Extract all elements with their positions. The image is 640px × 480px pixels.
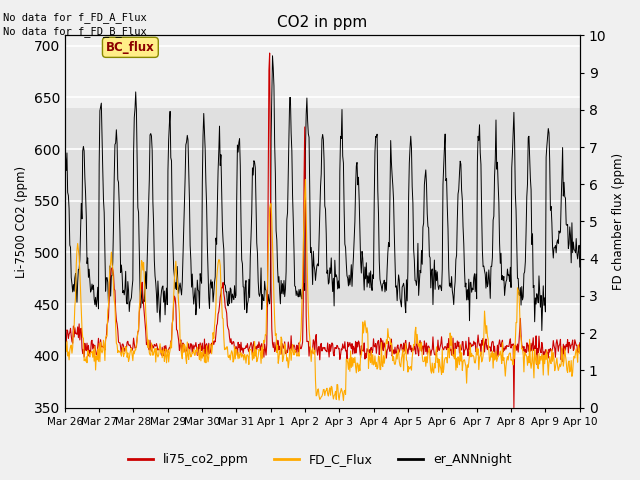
Y-axis label: FD chamber flux (ppm): FD chamber flux (ppm) — [612, 153, 625, 290]
Y-axis label: Li-7500 CO2 (ppm): Li-7500 CO2 (ppm) — [15, 166, 28, 277]
Legend: li75_co2_ppm, FD_C_Flux, er_ANNnight: li75_co2_ppm, FD_C_Flux, er_ANNnight — [124, 448, 516, 471]
Text: No data for f_FD_A_Flux: No data for f_FD_A_Flux — [3, 12, 147, 23]
Text: BC_flux: BC_flux — [106, 41, 155, 54]
Text: No data for f_FD_B_Flux: No data for f_FD_B_Flux — [3, 26, 147, 37]
Bar — [65, 108, 580, 304]
Title: CO2 in ppm: CO2 in ppm — [277, 15, 367, 30]
